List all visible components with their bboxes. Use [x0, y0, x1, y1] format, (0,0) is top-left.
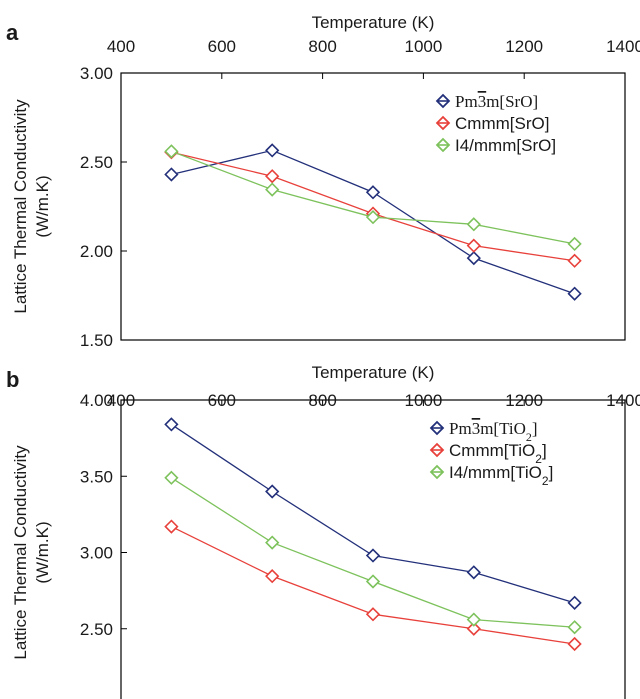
y-tick-label: 3.00: [80, 544, 113, 563]
data-point: [265, 182, 280, 197]
data-point: [365, 210, 381, 225]
data-point: [164, 144, 179, 159]
x-tick-label: 800: [308, 391, 336, 410]
y-axis-unit: (W/m.K): [33, 175, 52, 237]
panel-letter: b: [6, 367, 19, 392]
legend-label-bar: 3: [478, 92, 487, 111]
y-tick-label: 3.00: [80, 64, 113, 83]
data-point: [466, 238, 481, 253]
plot-frame: [120, 72, 626, 341]
x-tick-label: 1000: [404, 391, 442, 410]
x-tick-label: 800: [308, 37, 336, 56]
x-tick-label: 1400: [606, 391, 640, 410]
legend-label-subscript: 2: [542, 474, 549, 488]
y-tick-label: 2.00: [80, 242, 113, 261]
legend-label-part: Pm: [449, 419, 472, 438]
y-axis-unit: (W/m.K): [33, 521, 52, 583]
x-tick-label: 1000: [404, 37, 442, 56]
legend-label: Cmmm[SrO]: [455, 114, 549, 133]
legend-label-part: m[SrO]: [486, 92, 538, 111]
data-point: [265, 143, 280, 158]
data-point: [567, 636, 582, 652]
legend-label: I4/mmm[TiO2]: [449, 463, 553, 488]
data-point: [365, 185, 381, 200]
data-point: [466, 217, 481, 232]
x-tick-label: 600: [208, 37, 236, 56]
legend-label-subscript: 2: [526, 430, 532, 444]
data-point: [567, 253, 582, 268]
legend-label-part: Cmmm[TiO: [449, 441, 535, 460]
y-tick-label: 2.50: [80, 153, 113, 172]
data-point: [567, 595, 582, 610]
x-tick-label: 400: [107, 37, 135, 56]
data-point: [164, 167, 179, 182]
legend-label-part: m[TiO: [480, 419, 526, 438]
data-point: [466, 250, 481, 266]
y-axis-title: Lattice Thermal Conductivity: [11, 445, 30, 660]
data-point: [265, 484, 280, 499]
data-point: [365, 548, 381, 563]
legend-label-subscript: 2: [535, 452, 542, 466]
data-point: [466, 565, 481, 580]
y-tick-label: 4.00: [80, 391, 113, 410]
x-tick-label: 1400: [606, 37, 640, 56]
legend-label-part: I4/mmm[TiO: [449, 463, 542, 482]
data-point: [466, 621, 481, 636]
legend-label: Pm3m[SrO]: [455, 92, 538, 111]
legend-label: I4/mmm[SrO]: [455, 136, 556, 155]
legend-label-part: ]: [549, 463, 554, 482]
legend-label: Cmmm[TiO2]: [449, 441, 547, 466]
y-axis-title: Lattice Thermal Conductivity: [11, 99, 30, 314]
x-tick-label: 600: [208, 391, 236, 410]
legend-label-part: Cmmm[SrO]: [455, 114, 549, 133]
chart-panel-a: a Temperature (K) 400 600 800 1000 1200 1400 1.5…: [6, 13, 640, 350]
data-point: [164, 519, 179, 534]
data-point: [265, 569, 280, 584]
data-point: [164, 417, 179, 432]
data-point: [164, 470, 179, 485]
y-tick-label: 2.50: [80, 620, 113, 639]
legend-label: Pm3m[TiO2]: [449, 419, 538, 444]
legend-label-bar: 3: [472, 419, 481, 438]
y-tick-label: 1.50: [80, 331, 113, 350]
legend-label-part: ]: [532, 419, 538, 438]
legend-label-part: Pm: [455, 92, 478, 111]
data-point: [567, 236, 582, 252]
data-point: [466, 612, 481, 627]
panel-letter: a: [6, 20, 19, 45]
data-point: [365, 574, 381, 589]
data-point: [265, 535, 280, 550]
x-tick-label: 1200: [505, 391, 543, 410]
x-axis-title: Temperature (K): [312, 363, 435, 382]
legend-label-part: I4/mmm[SrO]: [455, 136, 556, 155]
data-point: [265, 169, 280, 184]
x-tick-label: 1200: [505, 37, 543, 56]
y-tick-label: 2.00: [80, 696, 113, 699]
legend-label-part: ]: [542, 441, 547, 460]
data-point: [567, 286, 582, 301]
data-point: [365, 607, 381, 622]
data-point: [567, 620, 582, 635]
y-tick-label: 3.50: [80, 467, 113, 486]
x-axis-title: Temperature (K): [312, 13, 435, 32]
